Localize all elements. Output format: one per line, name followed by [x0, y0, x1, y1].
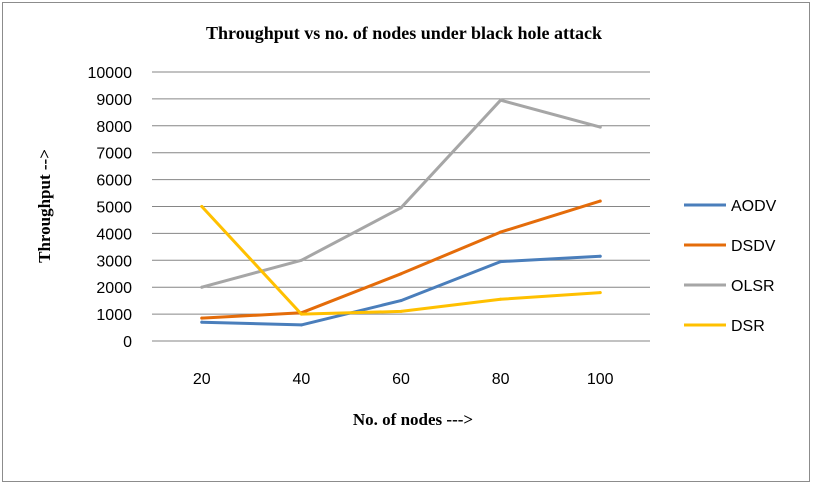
y-tick-label: 10000: [88, 65, 133, 82]
data-point-dsdv: [399, 272, 403, 276]
data-point-aodv: [598, 254, 602, 258]
data-point-dsr: [598, 291, 602, 295]
x-axis-ticks: 20 40 60 80 100: [193, 371, 614, 388]
x-tick-label: 100: [587, 371, 614, 388]
data-point-olsr: [499, 98, 503, 102]
legend-item-olsr: OLSR: [684, 278, 775, 295]
x-tick-label: 80: [492, 371, 510, 388]
y-tick-label: 6000: [96, 173, 132, 190]
data-point-dsr: [499, 297, 503, 301]
data-point-dsdv: [200, 316, 204, 320]
legend-label: AODV: [731, 198, 777, 215]
data-point-olsr: [399, 206, 403, 210]
data-point-dsdv: [598, 199, 602, 203]
data-point-aodv: [299, 323, 303, 327]
data-point-olsr: [598, 125, 602, 129]
data-point-aodv: [200, 320, 204, 324]
y-tick-label: 8000: [96, 119, 132, 136]
x-tick-label: 60: [392, 371, 410, 388]
data-point-aodv: [399, 299, 403, 303]
y-tick-label: 9000: [96, 92, 132, 109]
chart-title: Throughput vs no. of nodes under black h…: [206, 23, 602, 43]
series-lines: [200, 98, 602, 327]
legend-item-dsdv: DSDV: [684, 238, 776, 255]
data-point-aodv: [499, 260, 503, 264]
x-axis-title: No. of nodes --->: [353, 410, 473, 429]
y-tick-label: 2000: [96, 280, 132, 297]
y-tick-label: 3000: [96, 253, 132, 270]
data-point-olsr: [200, 285, 204, 289]
legend-label: OLSR: [731, 278, 775, 295]
legend-item-dsr: DSR: [684, 318, 765, 335]
y-tick-label: 1000: [96, 307, 132, 324]
data-point-dsr: [399, 309, 403, 313]
y-tick-label: 7000: [96, 146, 132, 163]
x-tick-label: 20: [193, 371, 211, 388]
y-axis-ticks: 0 1000 2000 3000 4000 5000 6000 7000 8000 9000 100…: [88, 65, 133, 351]
data-point-olsr: [299, 258, 303, 262]
data-point-dsr: [200, 205, 204, 208]
y-tick-label: 4000: [96, 226, 132, 243]
legend-item-aodv: AODV: [684, 198, 777, 215]
y-tick-label: 5000: [96, 200, 132, 217]
data-point-dsdv: [499, 230, 503, 234]
legend-label: DSDV: [731, 238, 776, 255]
x-tick-label: 40: [293, 371, 311, 388]
y-axis-title: Throughput -->: [35, 149, 54, 263]
data-point-dsr: [299, 312, 303, 316]
legend: AODV DSDV OLSR DSR: [684, 198, 777, 335]
gridlines: [152, 71, 650, 342]
y-tick-label: 0: [123, 334, 132, 351]
legend-label: DSR: [731, 318, 765, 335]
